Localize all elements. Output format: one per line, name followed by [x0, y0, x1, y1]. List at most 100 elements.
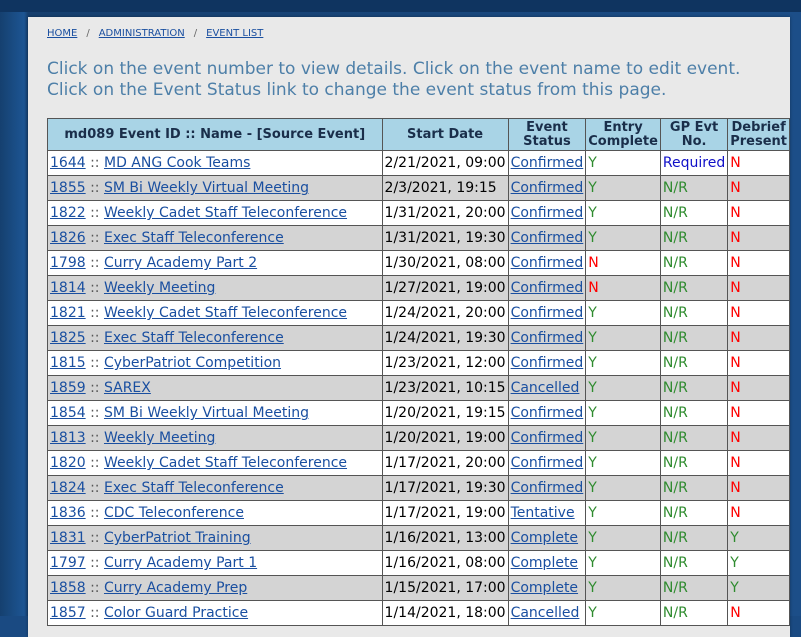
event-status-link[interactable]: Complete — [510, 555, 579, 571]
event-status-link[interactable]: Confirmed — [510, 430, 584, 446]
event-id-link[interactable]: 1820 — [50, 455, 86, 471]
event-status-link[interactable]: Confirmed — [510, 280, 584, 296]
event-id-link[interactable]: 1854 — [50, 405, 86, 421]
id-name-separator: :: — [90, 530, 100, 546]
debrief-present-cell: N — [727, 400, 790, 426]
event-name-link[interactable]: Exec Staff Teleconference — [103, 330, 284, 346]
event-name-link[interactable]: CyberPatriot Competition — [103, 355, 282, 371]
table-row: 1824 :: Exec Staff Teleconference 1/17/20… — [47, 475, 790, 501]
event-name-link[interactable]: Curry Academy Part 1 — [103, 555, 258, 571]
event-id-link[interactable]: 1831 — [50, 530, 86, 546]
gp-evt-no-cell: N/R — [659, 450, 729, 476]
event-name-link[interactable]: MD ANG Cook Teams — [103, 155, 251, 171]
event-name-link[interactable]: Curry Academy Part 2 — [103, 255, 258, 271]
gp-evt-no-cell: N/R — [659, 375, 729, 401]
start-date-cell: 1/17/2021, 20:00 — [381, 450, 509, 476]
event-name-link[interactable]: Weekly Meeting — [103, 280, 216, 296]
event-status-link[interactable]: Cancelled — [510, 380, 580, 396]
event-id-link[interactable]: 1815 — [50, 355, 86, 371]
entry-complete-cell: Y — [585, 325, 661, 351]
gp-evt-no-cell: N/R — [659, 400, 729, 426]
event-status-link[interactable]: Confirmed — [510, 405, 584, 421]
table-row: 1797 :: Curry Academy Part 1 1/16/2021, 0… — [47, 550, 790, 576]
event-id-link[interactable]: 1644 — [50, 155, 86, 171]
event-status-link[interactable]: Confirmed — [510, 205, 584, 221]
event-id-link[interactable]: 1821 — [50, 305, 86, 321]
id-name-separator: :: — [90, 505, 100, 521]
event-name-link[interactable]: SM Bi Weekly Virtual Meeting — [103, 405, 309, 421]
table-row: 1813 :: Weekly Meeting 1/20/2021, 19:00 Co… — [47, 425, 790, 451]
event-status-link[interactable]: Complete — [510, 580, 579, 596]
event-status-cell: Confirmed — [507, 250, 587, 276]
event-cell: 1798 :: Curry Academy Part 2 — [47, 250, 383, 276]
breadcrumb-separator: / — [193, 28, 198, 39]
event-cell: 1820 :: Weekly Cadet Staff Teleconferenc… — [47, 450, 383, 476]
start-date-cell: 1/15/2021, 17:00 — [381, 575, 509, 601]
event-name-link[interactable]: CDC Teleconference — [103, 505, 244, 521]
entry-complete-cell: Y — [585, 300, 661, 326]
gp-evt-no-cell: N/R — [659, 175, 729, 201]
table-row: 1821 :: Weekly Cadet Staff Teleconferenc… — [47, 300, 790, 326]
event-id-link[interactable]: 1825 — [50, 330, 86, 346]
start-date-cell: 1/23/2021, 10:15 — [381, 375, 509, 401]
event-name-link[interactable]: SM Bi Weekly Virtual Meeting — [103, 180, 309, 196]
event-name-link[interactable]: Weekly Cadet Staff Teleconference — [103, 205, 348, 221]
event-id-link[interactable]: 1857 — [50, 605, 86, 621]
event-id-link[interactable]: 1836 — [50, 505, 86, 521]
event-name-link[interactable]: SAREX — [103, 380, 151, 396]
id-name-separator: :: — [90, 380, 100, 396]
event-status-cell: Confirmed — [507, 300, 587, 326]
event-status-link[interactable]: Confirmed — [510, 155, 584, 171]
table-row: 1825 :: Exec Staff Teleconference 1/24/20… — [47, 325, 790, 351]
event-id-link[interactable]: 1824 — [50, 480, 86, 496]
event-name-link[interactable]: Weekly Meeting — [103, 430, 216, 446]
event-table: md089 Event ID :: Name - [Source Event] … — [47, 118, 790, 626]
event-name-link[interactable]: Color Guard Practice — [103, 605, 249, 621]
header-event: md089 Event ID :: Name - [Source Event] — [47, 118, 383, 151]
entry-complete-cell: N — [585, 250, 661, 276]
event-id-link[interactable]: 1859 — [50, 380, 86, 396]
event-status-link[interactable]: Tentative — [510, 505, 575, 521]
start-date-cell: 1/20/2021, 19:00 — [381, 425, 509, 451]
event-id-link[interactable]: 1822 — [50, 205, 86, 221]
debrief-present-cell: N — [727, 475, 790, 501]
event-status-link[interactable]: Confirmed — [510, 255, 584, 271]
event-status-link[interactable]: Confirmed — [510, 180, 584, 196]
event-name-link[interactable]: CyberPatriot Training — [103, 530, 251, 546]
breadcrumb-event-list-link[interactable]: EVENT LIST — [206, 28, 264, 39]
entry-complete-cell: Y — [585, 575, 661, 601]
event-status-link[interactable]: Cancelled — [510, 605, 580, 621]
event-id-link[interactable]: 1798 — [50, 255, 86, 271]
table-row: 1836 :: CDC Teleconference 1/17/2021, 19:… — [47, 500, 790, 526]
breadcrumb-administration-link[interactable]: ADMINISTRATION — [98, 28, 185, 39]
debrief-present-cell: N — [727, 425, 790, 451]
event-name-link[interactable]: Weekly Cadet Staff Teleconference — [103, 455, 348, 471]
header-entry-line2: Complete — [588, 133, 658, 149]
event-status-link[interactable]: Confirmed — [510, 355, 584, 371]
event-id-link[interactable]: 1797 — [50, 555, 86, 571]
event-name-link[interactable]: Exec Staff Teleconference — [103, 230, 284, 246]
event-id-link[interactable]: 1813 — [50, 430, 86, 446]
event-name-link[interactable]: Exec Staff Teleconference — [103, 480, 284, 496]
gp-evt-no-cell: N/R — [659, 250, 729, 276]
event-id-link[interactable]: 1826 — [50, 230, 86, 246]
event-id-link[interactable]: 1814 — [50, 280, 86, 296]
event-status-link[interactable]: Confirmed — [510, 305, 584, 321]
event-status-link[interactable]: Complete — [510, 530, 579, 546]
event-status-link[interactable]: Confirmed — [510, 230, 584, 246]
id-name-separator: :: — [90, 305, 100, 321]
entry-complete-cell: Y — [585, 425, 661, 451]
start-date-cell: 1/27/2021, 19:00 — [381, 275, 509, 301]
event-status-link[interactable]: Confirmed — [510, 330, 584, 346]
instructions-text: Click on the event number to view detail… — [47, 59, 741, 100]
breadcrumb-home-link[interactable]: HOME — [47, 28, 78, 39]
event-name-link[interactable]: Curry Academy Prep — [103, 580, 248, 596]
event-id-link[interactable]: 1855 — [50, 180, 86, 196]
event-name-link[interactable]: Weekly Cadet Staff Teleconference — [103, 305, 348, 321]
event-id-link[interactable]: 1858 — [50, 580, 86, 596]
start-date-cell: 1/17/2021, 19:00 — [381, 500, 509, 526]
table-row: 1644 :: MD ANG Cook Teams 2/21/2021, 09:0… — [47, 150, 790, 176]
event-status-link[interactable]: Confirmed — [510, 480, 584, 496]
event-status-cell: Complete — [507, 525, 587, 551]
event-status-link[interactable]: Confirmed — [510, 455, 584, 471]
